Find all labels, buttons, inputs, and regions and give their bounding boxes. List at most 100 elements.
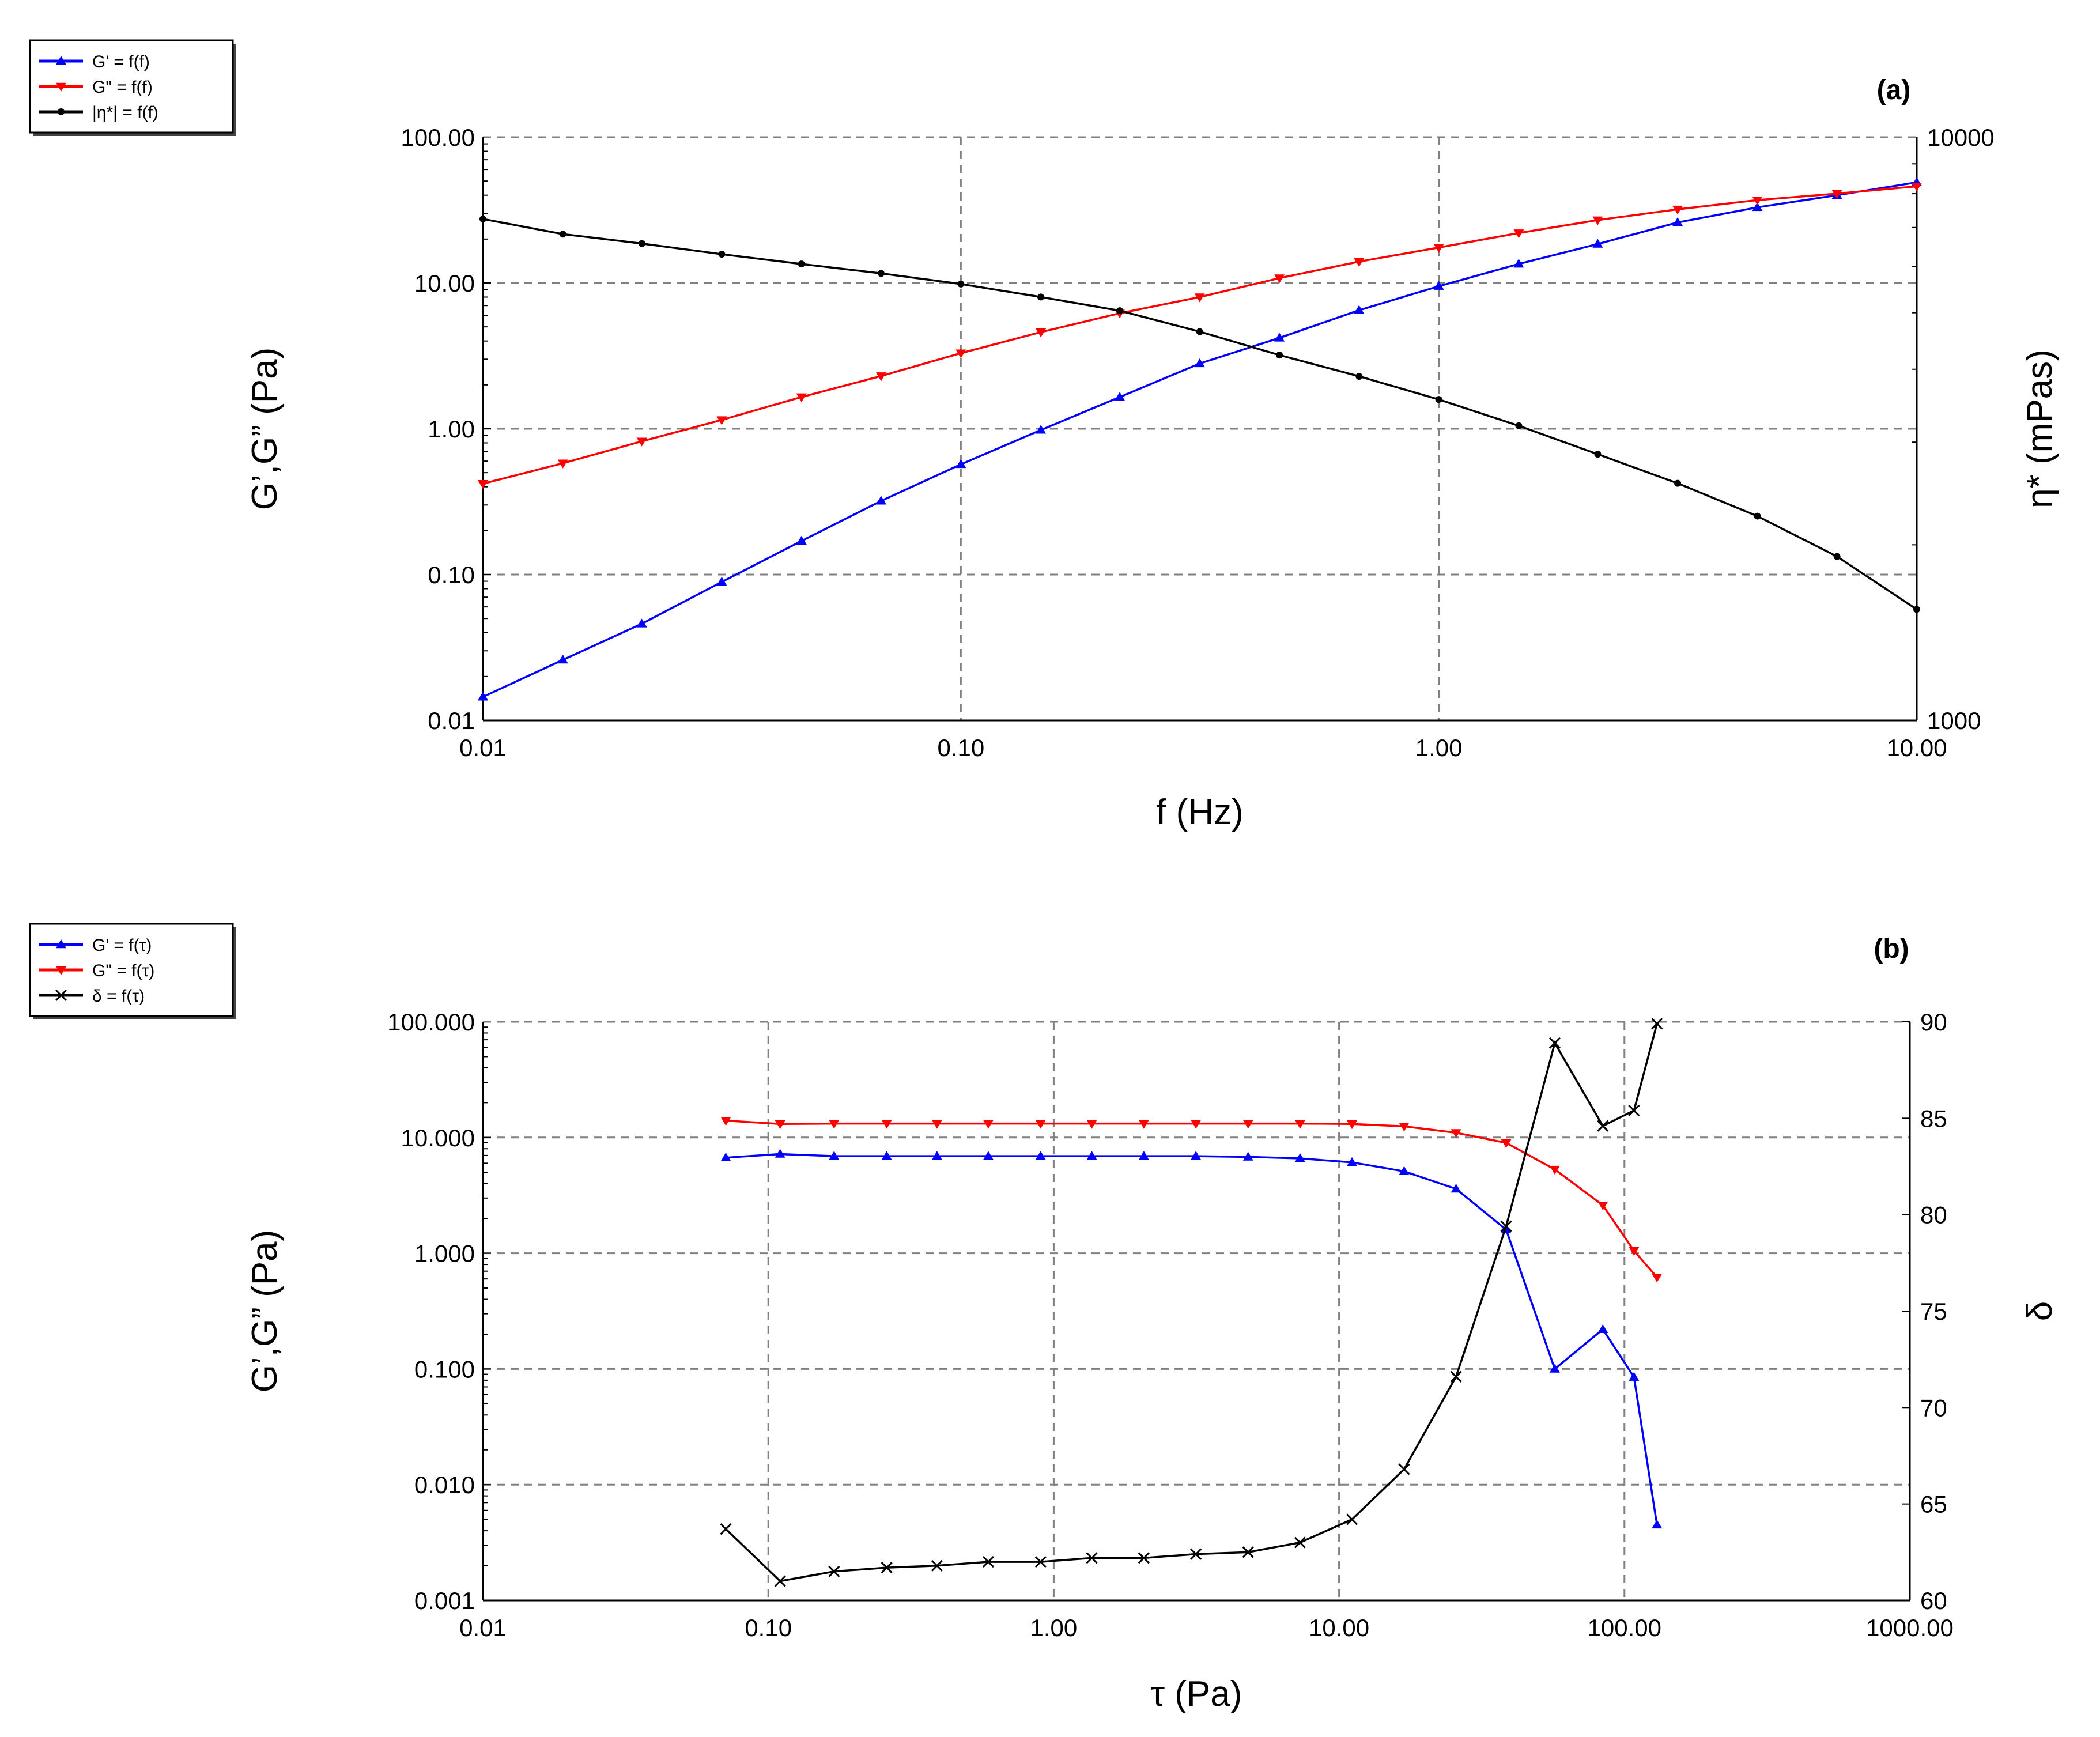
y2-axis-title: δ xyxy=(2020,1301,2060,1321)
data-point-a-0-4 xyxy=(796,535,807,545)
data-point-b-0-14 xyxy=(1451,1183,1461,1193)
data-point-b-1-17 xyxy=(1597,1201,1608,1211)
data-point-b-1-3 xyxy=(881,1120,892,1129)
y-tick-label: 100.00 xyxy=(401,124,475,151)
data-point-a-2-5 xyxy=(877,270,885,277)
data-point-b-2-17 xyxy=(1597,1120,1609,1132)
data-point-a-1-1 xyxy=(557,459,568,469)
data-point-a-2-17 xyxy=(1833,553,1841,560)
data-point-a-0-2 xyxy=(636,618,647,628)
data-point-a-0-11 xyxy=(1354,305,1365,314)
data-point-b-0-7 xyxy=(1086,1151,1097,1160)
data-point-a-2-1 xyxy=(559,231,566,238)
x-axis-title: τ (Pa) xyxy=(1151,1674,1242,1714)
data-point-a-0-9 xyxy=(1194,358,1205,368)
data-point-a-2-11 xyxy=(1355,372,1363,380)
data-point-a-2-4 xyxy=(798,260,805,268)
data-point-b-2-1 xyxy=(774,1575,786,1587)
data-point-a-0-13 xyxy=(1513,259,1524,268)
data-point-b-2-10 xyxy=(1242,1546,1254,1558)
y2-tick-label: 70 xyxy=(1920,1394,1947,1421)
data-point-a-2-12 xyxy=(1435,396,1442,403)
data-point-a-0-3 xyxy=(716,576,727,586)
series-line-a-0 xyxy=(482,181,1917,698)
data-point-b-1-2 xyxy=(829,1120,840,1129)
data-point-a-2-2 xyxy=(638,240,645,247)
data-point-a-0-6 xyxy=(955,459,966,469)
data-point-a-2-3 xyxy=(718,251,726,258)
legend-label-a-0: G' = f(f) xyxy=(92,52,150,71)
x-tick-label: 1000.00 xyxy=(1866,1614,1954,1641)
y-tick-label: 10.000 xyxy=(401,1124,475,1151)
data-point-b-1-12 xyxy=(1347,1120,1358,1130)
data-point-a-0-7 xyxy=(1036,425,1047,434)
data-point-b-1-1 xyxy=(775,1120,785,1130)
data-point-b-2-14 xyxy=(1450,1370,1462,1383)
series-b-1 xyxy=(720,1117,1663,1283)
x-axis-title: f (Hz) xyxy=(1156,792,1244,832)
data-point-a-1-5 xyxy=(875,372,886,382)
data-point-a-0-8 xyxy=(1115,391,1125,401)
series-b-0 xyxy=(720,1149,1663,1529)
y2-tick-label: 90 xyxy=(1920,1009,1947,1036)
data-point-b-1-18 xyxy=(1629,1247,1640,1256)
data-point-b-2-9 xyxy=(1190,1548,1202,1560)
y-tick-label: 100.000 xyxy=(387,1009,475,1036)
legend-marker xyxy=(56,939,66,949)
data-point-a-2-0 xyxy=(479,215,486,222)
data-point-b-0-19 xyxy=(1652,1519,1663,1529)
data-point-b-0-12 xyxy=(1347,1157,1358,1166)
y2-tick-label: 80 xyxy=(1920,1202,1947,1229)
legend-label-a-2: |η*| = f(f) xyxy=(92,103,158,122)
x-tick-label: 1.00 xyxy=(1030,1614,1078,1641)
y-tick-label: 0.100 xyxy=(414,1355,475,1383)
legend-label-b-0: G' = f(τ) xyxy=(92,936,152,955)
data-point-b-2-12 xyxy=(1346,1513,1358,1525)
data-point-a-1-14 xyxy=(1592,216,1603,225)
data-point-b-1-9 xyxy=(1191,1120,1202,1129)
series-line-b-1 xyxy=(726,1119,1658,1278)
data-point-b-2-5 xyxy=(982,1556,994,1568)
data-point-b-0-9 xyxy=(1191,1151,1202,1160)
data-point-b-1-7 xyxy=(1086,1120,1097,1129)
data-point-b-2-13 xyxy=(1398,1463,1410,1475)
data-point-a-1-0 xyxy=(478,480,488,489)
data-point-b-1-4 xyxy=(931,1120,942,1129)
data-point-a-1-4 xyxy=(796,393,807,402)
data-point-b-0-3 xyxy=(881,1151,892,1160)
data-point-b-0-11 xyxy=(1294,1153,1305,1162)
data-point-a-2-15 xyxy=(1674,479,1682,487)
x-tick-label: 10.00 xyxy=(1309,1614,1369,1641)
y2-tick-label: 10000 xyxy=(1927,124,1995,151)
data-point-a-1-13 xyxy=(1513,229,1524,239)
data-point-a-0-15 xyxy=(1672,217,1683,226)
data-point-a-0-1 xyxy=(557,655,568,664)
legend-marker xyxy=(56,82,66,92)
data-point-a-0-5 xyxy=(875,496,886,505)
data-point-b-1-14 xyxy=(1451,1129,1461,1138)
y-tick-label: 0.010 xyxy=(414,1471,475,1498)
y2-tick-label: 1000 xyxy=(1927,707,1981,734)
data-point-b-2-19 xyxy=(1651,1018,1663,1030)
y2-tick-label: 75 xyxy=(1920,1298,1947,1325)
data-point-b-0-5 xyxy=(983,1151,994,1160)
data-point-b-1-8 xyxy=(1138,1120,1149,1129)
data-point-b-0-0 xyxy=(720,1152,731,1162)
legend-label-b-1: G" = f(τ) xyxy=(92,961,154,980)
x-tick-label: 0.10 xyxy=(937,734,984,761)
data-point-a-1-11 xyxy=(1354,258,1365,267)
y-tick-label: 10.00 xyxy=(414,270,475,297)
data-point-a-1-3 xyxy=(716,416,727,425)
legend-marker xyxy=(55,989,67,1002)
data-point-a-0-16 xyxy=(1752,202,1763,212)
data-point-a-1-15 xyxy=(1672,205,1683,215)
legend-marker xyxy=(56,56,66,65)
data-point-a-2-14 xyxy=(1594,451,1602,458)
data-point-a-0-12 xyxy=(1433,281,1444,290)
y-tick-label: 0.001 xyxy=(414,1587,475,1614)
data-point-a-1-9 xyxy=(1194,293,1205,303)
y-tick-label: 0.01 xyxy=(428,707,475,734)
y-tick-label: 1.000 xyxy=(414,1240,475,1267)
panel-label: (a) xyxy=(1877,75,1911,105)
